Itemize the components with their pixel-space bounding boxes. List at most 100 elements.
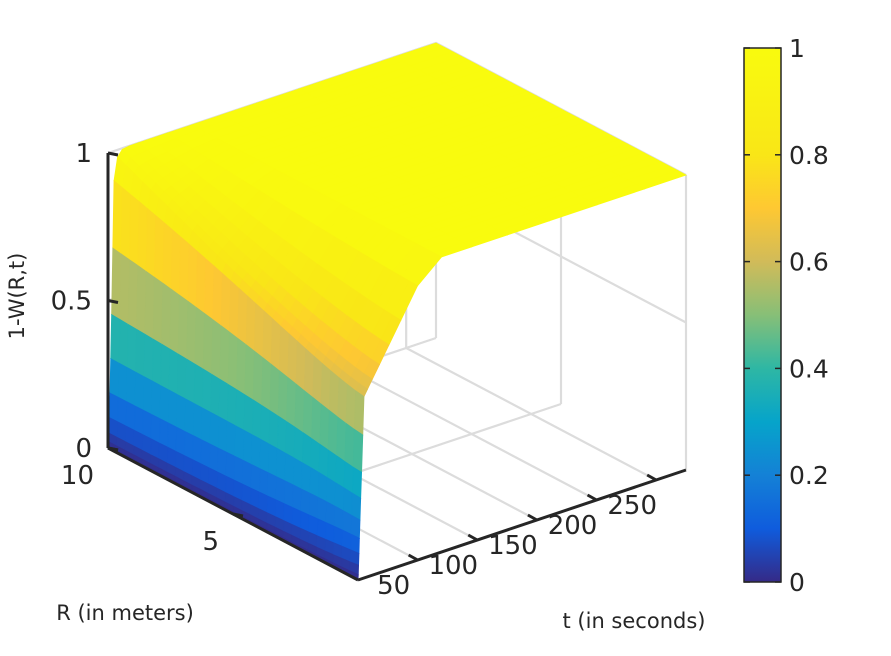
surface-patch	[108, 392, 119, 423]
surface-patch	[353, 390, 365, 436]
colorbar-tick-label: 0.4	[789, 354, 829, 383]
surface-patch	[203, 257, 215, 321]
z-tick-mark	[107, 446, 119, 452]
surface-patch	[175, 426, 186, 457]
surface-patch	[234, 425, 245, 462]
surface-patch	[328, 369, 340, 418]
surface-patch	[311, 396, 322, 446]
surface-patch	[167, 389, 178, 428]
surface-patch	[235, 388, 246, 432]
surface-patch	[276, 415, 288, 454]
surface-patch	[309, 466, 320, 499]
surface-patch	[208, 443, 219, 473]
surface-patch	[250, 463, 261, 493]
surface-patch	[119, 253, 130, 326]
colorbar-tick-label: 0.6	[789, 248, 829, 277]
surface-patch	[310, 437, 321, 474]
r-axis-label: R (in meters)	[56, 601, 194, 625]
surface-patch	[128, 193, 140, 267]
surface-patch	[169, 288, 180, 355]
z-axis-label: 1-W(R,t)	[5, 253, 29, 340]
r-tick-mark	[232, 512, 244, 518]
surface-patch	[134, 371, 145, 411]
surface-patch	[111, 247, 122, 321]
axes: 50 100 150 200 250 5 100 0.5 1 t (in seconds) R (i…	[5, 139, 705, 633]
z-tick-label: 0.5	[51, 287, 92, 317]
colorbar-tick-label: 0.8	[789, 141, 829, 170]
surface-patch	[120, 186, 132, 261]
surface-patch	[326, 476, 337, 507]
surface-patch	[187, 243, 198, 309]
surface-patch	[326, 449, 338, 484]
surface-patch	[303, 347, 315, 399]
surface-patch	[135, 328, 146, 378]
colorbar-gradient	[743, 47, 782, 583]
z-tick-label: 1	[75, 139, 92, 169]
surface-patch	[151, 338, 163, 387]
surface-patch	[344, 422, 355, 468]
colorbar-tick-label: 0	[789, 568, 805, 597]
t-tick-mark	[467, 533, 479, 542]
t-tick-mark	[527, 513, 538, 522]
z-tick-mark	[107, 299, 119, 304]
surface-patch	[261, 356, 272, 412]
surface-patch	[260, 404, 271, 445]
surface-patch	[292, 457, 303, 490]
surface-patch	[270, 317, 282, 372]
surface-patch	[217, 416, 228, 453]
surface-patch	[209, 411, 220, 449]
z-tick-mark	[107, 151, 119, 157]
surface-patch	[226, 420, 237, 458]
surface-patch	[192, 402, 203, 441]
surface-patch	[336, 416, 347, 463]
surface-patch	[153, 214, 165, 284]
surface-patch	[112, 179, 123, 255]
surface-patch	[110, 313, 121, 364]
surface-patch	[162, 221, 173, 290]
surface-patch	[167, 422, 178, 453]
t-axis-label: t (in seconds)	[563, 609, 706, 633]
surface-patch	[319, 403, 330, 451]
t-tick-label: 250	[607, 491, 657, 521]
surface-patch	[236, 337, 247, 396]
surface-patch	[277, 369, 289, 423]
surface-patch	[150, 413, 161, 444]
t-tick-label: 150	[488, 531, 538, 561]
surface-patch	[168, 348, 179, 396]
surface-patch	[286, 376, 297, 428]
surface-patch	[193, 363, 204, 409]
surface-patch	[152, 276, 164, 345]
t-axis-line	[357, 468, 687, 582]
surface-patch	[258, 468, 269, 497]
surface-patch	[237, 287, 248, 346]
surface-patch	[170, 228, 182, 296]
surface-patch	[144, 270, 155, 340]
t-tick-label: 50	[377, 571, 410, 601]
surface-patch	[127, 258, 139, 330]
surface-patch	[151, 380, 162, 420]
surface-patch	[345, 383, 357, 431]
surface-patch	[327, 409, 339, 457]
surface-patch	[183, 430, 194, 461]
t-tick-mark	[646, 473, 657, 482]
colorbar: 0 0.2 0.4 0.6 0.8 1	[743, 34, 829, 597]
surface-patch	[226, 383, 238, 427]
surface-patch	[118, 318, 129, 369]
surface-patch	[125, 401, 136, 432]
surface-patch	[117, 362, 128, 403]
surface-patch	[161, 282, 172, 350]
surface-patch	[292, 484, 303, 513]
t-tick-label: 200	[548, 511, 598, 541]
surface-patch	[217, 447, 228, 477]
surface-patch	[176, 393, 187, 433]
surface-patch	[211, 318, 222, 381]
r-tick-label: 5	[202, 527, 219, 557]
surface-patch	[185, 358, 196, 405]
surface-patch	[259, 438, 270, 474]
surface-patch	[251, 434, 262, 470]
surface-patch	[293, 426, 304, 464]
surface-patch	[160, 343, 171, 391]
surface-patch	[192, 435, 203, 465]
surface-patch	[200, 439, 211, 469]
surface-patch	[142, 376, 153, 416]
